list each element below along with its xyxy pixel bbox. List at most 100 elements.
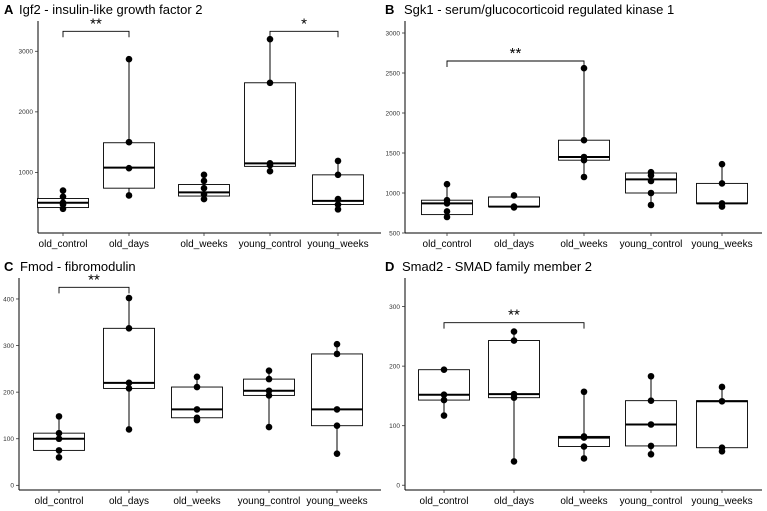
- y-tick-label: 0: [396, 483, 400, 490]
- significance-bracket: [446, 60, 585, 67]
- data-point: [510, 458, 518, 465]
- data-point: [718, 200, 726, 207]
- data-point: [334, 157, 342, 165]
- y-tick-label: 400: [3, 296, 14, 303]
- data-point: [580, 443, 588, 450]
- significance-label: **: [510, 45, 522, 62]
- data-point: [440, 412, 448, 419]
- data-point: [334, 171, 342, 179]
- y-tick-label: 1000: [386, 190, 401, 197]
- data-point: [125, 294, 133, 302]
- data-point: [443, 196, 451, 204]
- y-tick-label: 2000: [19, 109, 34, 116]
- data-point: [443, 208, 451, 215]
- data-point: [334, 206, 342, 213]
- data-point: [334, 195, 342, 203]
- y-tick-label: 1000: [19, 170, 34, 177]
- y-tick-label: 300: [3, 343, 14, 350]
- data-point: [125, 385, 133, 392]
- box: [244, 82, 296, 167]
- data-point: [647, 442, 655, 450]
- y-tick-label: 2000: [386, 110, 401, 117]
- box: [103, 327, 155, 389]
- x-tick-label: old_control: [35, 496, 84, 507]
- box: [171, 386, 223, 419]
- y-tick-label: 100: [389, 423, 400, 430]
- data-point: [580, 64, 588, 72]
- data-point: [647, 450, 655, 458]
- data-point: [510, 328, 518, 335]
- data-point: [125, 138, 133, 146]
- y-tick-label: 100: [3, 436, 14, 443]
- significance-label: **: [508, 307, 520, 324]
- data-point: [55, 435, 63, 443]
- panel-igf2: A Igf2 - insulin-like growth factor 2 10…: [4, 2, 381, 250]
- x-tick-label: old_days: [109, 239, 149, 250]
- data-point: [718, 180, 726, 187]
- data-point: [647, 372, 655, 380]
- data-point: [440, 366, 448, 374]
- significance-bracket: [443, 322, 585, 329]
- data-point: [718, 397, 726, 405]
- data-point: [580, 433, 588, 440]
- data-point: [125, 192, 133, 199]
- data-point: [510, 192, 518, 199]
- data-point: [510, 337, 518, 344]
- data-point: [55, 454, 63, 461]
- data-point: [580, 455, 588, 462]
- x-tick-label: old_days: [109, 496, 149, 507]
- data-point: [125, 55, 133, 63]
- data-point: [647, 189, 655, 197]
- data-point: [718, 444, 726, 452]
- x-tick-label: old_weeks: [173, 496, 220, 507]
- data-point: [580, 136, 588, 144]
- x-tick-label: old_control: [420, 496, 469, 507]
- significance-bracket: [58, 286, 130, 294]
- data-point: [443, 180, 451, 188]
- significance-label: **: [90, 15, 102, 32]
- data-point: [55, 413, 63, 420]
- x-tick-label: young_weeks: [691, 496, 752, 507]
- data-point: [440, 396, 448, 404]
- box: [488, 340, 540, 399]
- data-point: [440, 391, 448, 399]
- data-point: [510, 203, 518, 210]
- x-tick-label: young_weeks: [306, 496, 367, 507]
- y-tick-label: 3000: [386, 30, 401, 37]
- x-tick-label: old_weeks: [180, 239, 227, 250]
- y-tick-label: 0: [10, 483, 14, 490]
- data-point: [200, 195, 208, 203]
- x-tick-label: old_control: [423, 239, 472, 250]
- data-point: [647, 177, 655, 185]
- data-point: [334, 201, 342, 208]
- y-tick-label: 2500: [386, 70, 401, 77]
- data-point: [59, 193, 67, 200]
- panel-sgk1: B Sgk1 - serum/glucocorticoid regulated …: [385, 2, 762, 250]
- data-point: [333, 450, 341, 457]
- data-point: [647, 201, 655, 209]
- data-point: [265, 423, 273, 431]
- significance-bracket: [62, 30, 130, 38]
- data-point: [55, 447, 63, 454]
- data-point: [647, 421, 655, 428]
- data-point: [266, 35, 274, 43]
- data-point: [718, 383, 726, 391]
- x-tick-label: young_control: [620, 496, 683, 507]
- data-point: [125, 325, 133, 332]
- data-point: [125, 426, 133, 433]
- significance-bracket: [269, 30, 339, 38]
- data-point: [265, 392, 273, 399]
- panel-letter: B: [385, 2, 394, 17]
- data-point: [59, 199, 67, 207]
- data-point: [333, 340, 341, 348]
- y-tick-label: 1500: [386, 150, 401, 157]
- data-point: [443, 213, 451, 221]
- x-tick-label: young_control: [239, 239, 302, 250]
- data-point: [55, 429, 63, 437]
- data-point: [266, 160, 274, 167]
- data-point: [193, 406, 201, 413]
- y-tick-label: 300: [389, 304, 400, 311]
- data-point: [266, 167, 274, 175]
- panel-letter: C: [4, 259, 14, 274]
